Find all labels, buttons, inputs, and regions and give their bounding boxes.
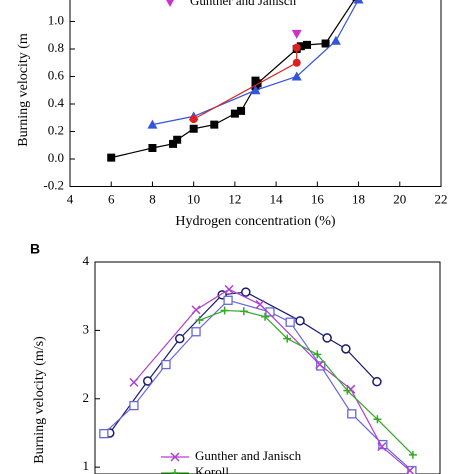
y-tick-label: 0.2	[48, 122, 64, 137]
legend-label: Gunther and Janisch	[195, 448, 302, 463]
marker	[315, 360, 325, 370]
marker	[321, 39, 330, 48]
x-tick-label: 14	[270, 191, 284, 206]
marker	[408, 450, 417, 459]
marker	[239, 307, 248, 316]
y-axis-label: Burning velocity (m	[16, 33, 31, 147]
series-line	[133, 288, 411, 472]
marker	[170, 452, 180, 462]
x-tick-label: 18	[352, 191, 365, 206]
marker	[291, 71, 302, 81]
series-line	[111, 0, 356, 159]
marker	[237, 106, 246, 115]
marker	[341, 344, 351, 354]
marker	[303, 40, 312, 49]
marker	[129, 377, 139, 387]
marker	[224, 284, 234, 294]
marker	[230, 109, 239, 118]
marker	[253, 79, 262, 88]
marker	[161, 359, 171, 370]
marker	[285, 317, 295, 327]
marker	[175, 333, 185, 344]
marker	[166, 0, 174, 7]
marker	[353, 0, 364, 4]
marker	[142, 376, 153, 386]
y-tick-label: 0.0	[48, 150, 64, 165]
marker	[261, 312, 270, 321]
marker	[407, 465, 417, 474]
marker	[147, 119, 158, 129]
marker	[148, 144, 157, 152]
series-line	[193, 47, 298, 120]
series-line	[152, 0, 359, 126]
marker	[292, 43, 301, 52]
y-tick-label: 0.4	[48, 95, 65, 110]
marker	[220, 306, 229, 315]
y-tick-label: 1	[83, 458, 90, 473]
y-tick-label: 2	[83, 390, 90, 405]
marker	[195, 316, 204, 325]
marker	[223, 295, 233, 305]
marker	[250, 85, 261, 95]
plot-frame	[94, 261, 441, 474]
marker	[283, 334, 292, 343]
marker	[405, 466, 415, 474]
y-tick-label: 4	[83, 253, 90, 268]
marker	[191, 305, 201, 315]
marker	[191, 327, 201, 337]
x-tick-label: 10	[187, 191, 200, 206]
marker	[377, 442, 387, 452]
marker	[189, 124, 198, 133]
y-axis-label: Burning velocity (m/s)	[32, 336, 47, 464]
legend-label: Koroll	[195, 464, 229, 474]
marker	[372, 376, 382, 387]
marker	[241, 287, 251, 297]
marker	[129, 400, 139, 411]
marker	[296, 42, 305, 51]
marker	[330, 35, 341, 45]
marker	[292, 58, 301, 67]
marker	[173, 135, 182, 144]
marker	[295, 316, 305, 326]
marker	[99, 429, 109, 439]
x-axis-label: Hydrogen concentration (%)	[175, 214, 335, 229]
y-tick-label: 1.0	[48, 12, 64, 27]
marker	[322, 333, 332, 343]
legend-label: Gunther and Janisch	[190, 0, 297, 8]
x-tick-label: 22	[435, 191, 448, 206]
x-tick-label: 20	[393, 191, 406, 206]
marker	[343, 386, 352, 395]
x-tick-label: 16	[311, 191, 325, 206]
marker	[265, 307, 275, 317]
y-tick-label: 0.6	[48, 67, 65, 82]
marker	[255, 299, 265, 309]
x-tick-label: 6	[108, 191, 115, 206]
marker	[210, 120, 219, 129]
marker	[189, 115, 198, 124]
y-tick-label: 3	[83, 321, 90, 336]
marker	[347, 409, 357, 419]
series-line	[103, 299, 413, 472]
marker	[373, 415, 382, 424]
x-tick-label: 12	[228, 191, 241, 206]
x-tick-label: 8	[149, 191, 156, 206]
marker	[171, 469, 179, 474]
plot-frame	[69, 0, 442, 187]
marker	[313, 350, 322, 359]
y-tick-label: -0.2	[43, 177, 64, 192]
marker	[107, 153, 116, 162]
y-tick-label: 0.8	[48, 40, 64, 55]
marker	[169, 139, 178, 148]
panel-label: B	[30, 241, 40, 257]
x-tick-label: 4	[67, 191, 74, 206]
marker	[291, 29, 302, 39]
